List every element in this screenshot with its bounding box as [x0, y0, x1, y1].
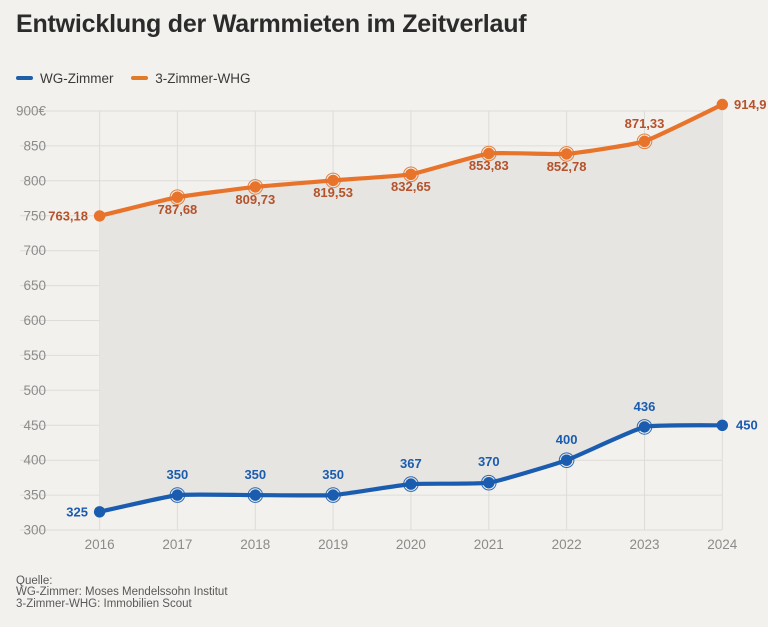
svg-text:370: 370: [478, 454, 500, 469]
svg-text:750: 750: [23, 208, 46, 223]
svg-text:350: 350: [167, 467, 189, 482]
svg-text:350: 350: [244, 467, 266, 482]
svg-text:650: 650: [23, 278, 46, 293]
svg-text:850: 850: [23, 138, 46, 153]
svg-text:787,68: 787,68: [158, 202, 198, 217]
svg-text:325: 325: [66, 505, 88, 520]
svg-text:853,83: 853,83: [469, 158, 509, 173]
svg-text:367: 367: [400, 456, 422, 471]
svg-text:450: 450: [23, 418, 46, 433]
svg-text:763,18: 763,18: [48, 209, 88, 224]
svg-text:700: 700: [23, 243, 46, 258]
svg-text:350: 350: [23, 488, 46, 503]
svg-text:2018: 2018: [240, 537, 270, 552]
svg-text:2020: 2020: [396, 537, 426, 552]
svg-text:600: 600: [23, 313, 46, 328]
svg-text:832,65: 832,65: [391, 179, 431, 194]
svg-text:550: 550: [23, 348, 46, 363]
svg-text:300: 300: [23, 523, 46, 538]
svg-text:871,33: 871,33: [625, 116, 665, 131]
svg-text:900€: 900€: [16, 104, 47, 119]
svg-text:819,53: 819,53: [313, 185, 353, 200]
svg-text:2024: 2024: [707, 537, 738, 552]
svg-text:350: 350: [322, 467, 344, 482]
svg-text:400: 400: [23, 453, 46, 468]
svg-text:2016: 2016: [85, 537, 115, 552]
svg-text:450: 450: [736, 418, 758, 433]
svg-text:914,9: 914,9: [734, 97, 767, 112]
svg-text:2019: 2019: [318, 537, 348, 552]
svg-text:852,78: 852,78: [547, 159, 587, 174]
svg-text:2017: 2017: [162, 537, 192, 552]
svg-text:809,73: 809,73: [235, 192, 275, 207]
svg-text:2022: 2022: [552, 537, 582, 552]
svg-text:2021: 2021: [474, 537, 504, 552]
svg-text:500: 500: [23, 383, 46, 398]
svg-text:400: 400: [556, 432, 578, 447]
svg-text:2023: 2023: [629, 537, 659, 552]
svg-text:436: 436: [634, 399, 656, 414]
svg-text:800: 800: [23, 173, 46, 188]
